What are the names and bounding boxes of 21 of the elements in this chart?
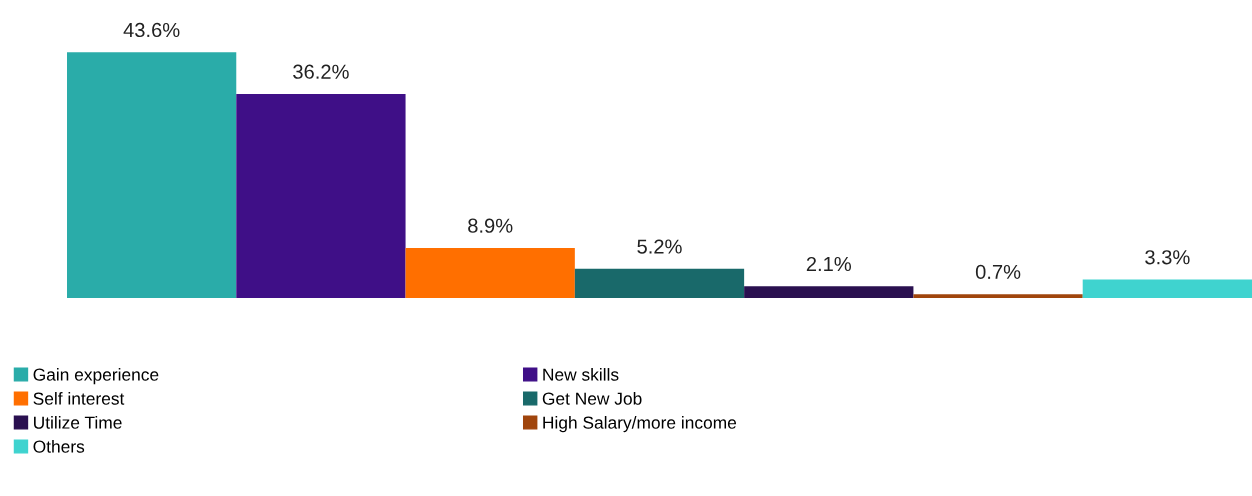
data-label: 2.1% — [806, 256, 852, 272]
legend-label: Get New Job — [542, 392, 642, 405]
data-label: 36.2% — [293, 64, 349, 79]
data-label: 43.6% — [123, 22, 180, 38]
bar — [405, 247, 575, 299]
bar — [66, 52, 237, 299]
bar — [744, 286, 914, 299]
data-label: 3.3% — [1145, 250, 1190, 265]
bar — [574, 268, 745, 299]
legend-label: High Salary/more income — [543, 416, 737, 433]
legend-label: Self interest — [33, 392, 125, 405]
bar — [1082, 279, 1252, 299]
legend-label: Others — [33, 440, 85, 453]
legend-label: New skills — [543, 368, 619, 381]
data-label: 8.9% — [468, 218, 513, 233]
data-label: 0.7% — [975, 264, 1021, 280]
legend-label: Utilize Time — [34, 416, 122, 429]
data-label: 5.2% — [637, 239, 682, 254]
bar — [236, 93, 406, 299]
legend-label: Gain experience — [33, 368, 159, 385]
bar — [913, 294, 1083, 299]
